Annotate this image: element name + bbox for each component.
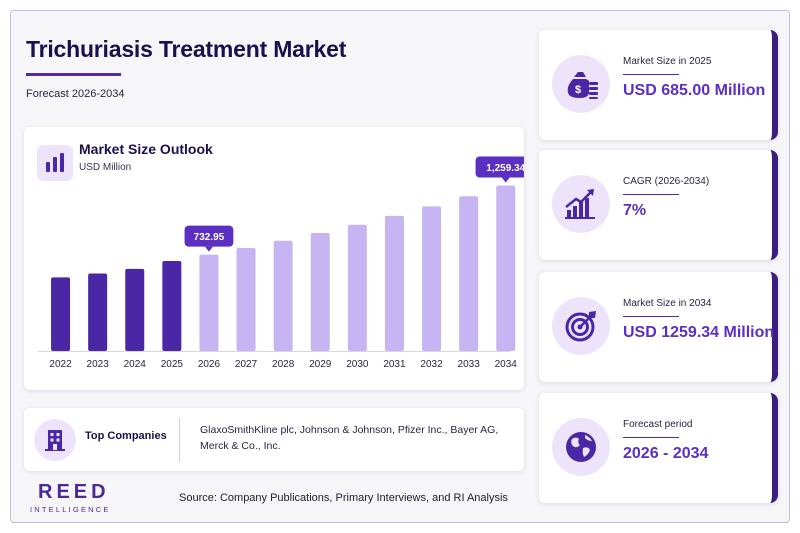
x-tick-label: 2034	[495, 359, 518, 370]
stat-card-market-size-2034: Market Size in 2034 USD 1259.34 Million	[539, 272, 778, 382]
top-companies-list: GlaxoSmithKline plc, Johnson & Johnson, …	[200, 424, 499, 452]
bar-2026	[199, 254, 219, 351]
page-subtitle: Forecast 2026-2034	[26, 88, 125, 100]
bar-2028	[273, 240, 293, 351]
bar-2022	[51, 277, 71, 351]
stat-label: Market Size in 2034	[623, 298, 712, 309]
growth-chart-icon	[552, 175, 610, 233]
title-underline	[26, 73, 121, 76]
bar-2030	[347, 224, 367, 351]
stat-card-cagr: CAGR (2026-2034) 7%	[539, 150, 778, 260]
source-note: Source: Company Publications, Primary In…	[179, 492, 508, 504]
stat-card-market-size-2025: $ Market Size in 2025 USD 685.00 Million	[539, 30, 778, 140]
stat-label: CAGR (2026-2034)	[623, 176, 710, 187]
x-tick-label: 2031	[383, 359, 406, 370]
data-callout-2034: 1,259.34	[475, 156, 524, 183]
bar-2033	[459, 196, 479, 351]
stat-label: Market Size in 2025	[623, 56, 712, 67]
globe-icon	[552, 418, 610, 476]
x-tick-label: 2026	[198, 359, 221, 370]
stat-divider	[623, 437, 679, 438]
data-callout-2026: 732.95	[184, 225, 234, 252]
bar-2024	[125, 268, 145, 351]
page-title: Trichuriasis Treatment Market	[26, 36, 347, 62]
svg-text:$: $	[575, 84, 581, 96]
bar-2027	[236, 247, 256, 351]
stat-divider	[623, 316, 679, 317]
bar-2029	[310, 232, 330, 351]
data-label: 732.95	[194, 232, 225, 243]
data-label: 1,259.34	[486, 163, 524, 174]
bar-2034	[496, 185, 516, 351]
x-tick-label: 2025	[161, 359, 184, 370]
top-companies-card: Top Companies GlaxoSmithKline plc, Johns…	[24, 408, 524, 471]
bar-chart: 2022 2023 2024 2025 2026 2027 2028 2029 2030 2031…	[38, 156, 524, 370]
target-icon	[552, 297, 610, 355]
stat-divider	[623, 194, 679, 195]
stat-divider	[623, 74, 679, 75]
bar-chart-icon	[37, 145, 73, 181]
bar-2023	[88, 273, 108, 351]
top-companies-label: Top Companies	[85, 430, 167, 442]
stat-card-forecast-period: Forecast period 2026 - 2034	[539, 393, 778, 503]
x-tick-label: 2033	[458, 359, 481, 370]
divider	[179, 418, 180, 462]
x-tick-label: 2029	[309, 359, 332, 370]
bar-2031	[384, 215, 404, 351]
x-tick-label: 2032	[420, 359, 443, 370]
x-tick-label: 2027	[235, 359, 258, 370]
bar-2025	[162, 260, 182, 351]
bar-2032	[422, 206, 442, 351]
stat-value: USD 685.00 Million	[623, 82, 766, 99]
x-tick-label: 2022	[49, 359, 72, 370]
brand-logo-subtitle: INTELLIGENCE	[30, 505, 111, 514]
x-tick-label: 2030	[346, 359, 369, 370]
x-tick-label: 2024	[124, 359, 147, 370]
market-size-chart-card: Market Size Outlook USD Million 2022 2023…	[24, 127, 524, 390]
money-bag-icon: $	[552, 55, 610, 113]
chart-unit-label: USD Million	[79, 162, 132, 173]
stat-value: 2026 - 2034	[623, 445, 709, 462]
chart-title: Market Size Outlook	[79, 141, 213, 157]
building-icon	[34, 419, 76, 461]
stat-value: 7%	[623, 202, 647, 219]
x-tick-label: 2028	[272, 359, 295, 370]
stat-label: Forecast period	[623, 419, 693, 430]
stat-value: USD 1259.34 Million	[623, 324, 775, 341]
brand-logo: REED	[38, 481, 110, 503]
x-tick-label: 2023	[87, 359, 110, 370]
